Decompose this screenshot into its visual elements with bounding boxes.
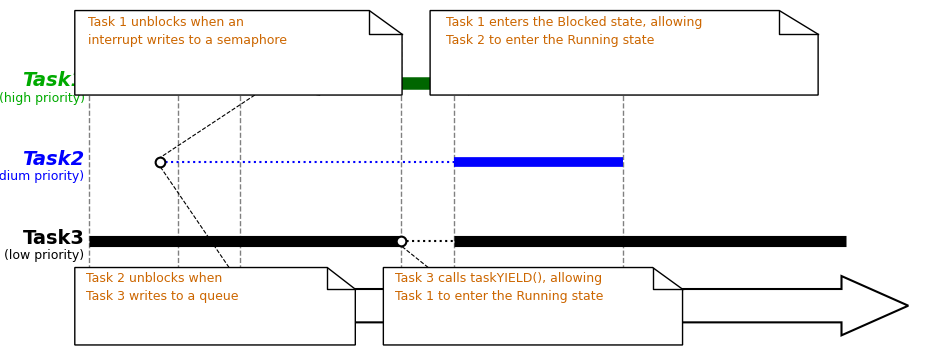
- Text: t3: t3: [234, 332, 248, 346]
- Polygon shape: [75, 268, 355, 345]
- Text: Task 1 enters the Blocked state, allowing
Task 2 to enter the Running state: Task 1 enters the Blocked state, allowin…: [446, 15, 702, 46]
- Text: (low priority): (low priority): [5, 249, 84, 262]
- Polygon shape: [430, 11, 818, 95]
- Text: Task 1 unblocks when an
interrupt writes to a semaphore: Task 1 unblocks when an interrupt writes…: [88, 15, 287, 46]
- Text: (high priority): (high priority): [0, 92, 84, 105]
- Text: Task 2 unblocks when
Task 3 writes to a queue: Task 2 unblocks when Task 3 writes to a …: [86, 272, 238, 303]
- Text: (medium priority): (medium priority): [0, 170, 84, 183]
- Polygon shape: [383, 268, 683, 345]
- Text: t6: t6: [616, 332, 630, 346]
- Text: t5: t5: [447, 332, 461, 346]
- Text: t4: t4: [394, 332, 408, 346]
- Text: Task2: Task2: [22, 150, 84, 169]
- Text: t1: t1: [82, 332, 96, 346]
- Polygon shape: [80, 276, 908, 335]
- Polygon shape: [75, 11, 402, 95]
- Text: t2: t2: [171, 332, 185, 346]
- Text: Task1: Task1: [22, 71, 84, 90]
- Text: Task3: Task3: [22, 228, 84, 247]
- Text: Task 3 calls taskYIELD(), allowing
Task 1 to enter the Running state: Task 3 calls taskYIELD(), allowing Task …: [396, 272, 604, 303]
